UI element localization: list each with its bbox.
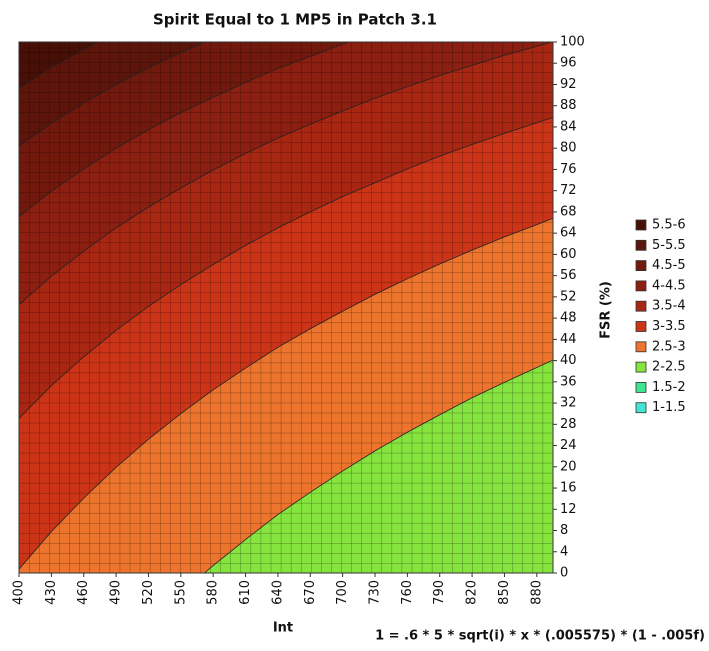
legend-label: 2.5-3 xyxy=(652,339,686,354)
contour-line xyxy=(18,217,554,570)
y-tick-label: 100 xyxy=(560,35,585,50)
x-tick-label: 730 xyxy=(368,580,383,605)
y-tick-label: 76 xyxy=(560,162,577,177)
x-tick-label: 520 xyxy=(141,580,156,605)
y-tick-label: 52 xyxy=(560,289,577,304)
x-tick-label: 790 xyxy=(432,580,447,605)
y-tick-label: 0 xyxy=(560,566,568,581)
y-tick-label: 40 xyxy=(560,353,577,368)
legend-swatch xyxy=(635,361,647,373)
legend-swatch xyxy=(635,321,647,332)
cell-mesh xyxy=(19,42,553,573)
contour-lines xyxy=(18,41,554,574)
y-tick-label: 88 xyxy=(560,98,577,113)
legend-swatch xyxy=(635,300,647,312)
contour-line xyxy=(18,41,553,306)
y-tick-label: 96 xyxy=(560,56,577,71)
y-tick-label: 24 xyxy=(560,438,577,453)
x-tick-label: 700 xyxy=(335,580,350,605)
legend-label: 1-1.5 xyxy=(652,400,686,415)
y-tick-label: 68 xyxy=(560,204,577,219)
y-tick-label: 92 xyxy=(560,77,577,92)
x-tick-label: 760 xyxy=(400,580,415,605)
x-tick-label: 610 xyxy=(238,580,253,605)
x-tick-label: 550 xyxy=(173,580,188,605)
x-tick-label: 490 xyxy=(109,580,124,605)
legend-label: 5-5.5 xyxy=(652,238,686,253)
x-tick-label: 400 xyxy=(12,580,27,605)
footnote: 1 = .6 * 5 * sqrt(i) * x * (.005575) * (… xyxy=(375,629,705,644)
legend-swatch xyxy=(635,280,647,292)
legend-swatch xyxy=(635,402,647,414)
legend: 5.5-6 5-5.5 4.5-5 4-4.5 3.5-4 3-3.5 2.5-3 2-2.5… xyxy=(635,218,686,415)
y-tick-label: 4 xyxy=(560,544,568,559)
contour-line xyxy=(204,359,554,574)
y-tick-label: 80 xyxy=(560,141,577,156)
axes: 0481216202428323640444852566064687276808… xyxy=(12,35,585,605)
legend-label: 4-4.5 xyxy=(652,278,686,293)
y-tick-label: 36 xyxy=(560,374,577,389)
y-tick-label: 28 xyxy=(560,417,577,432)
legend-label: 5.5-6 xyxy=(652,218,686,233)
legend-label: 3.5-4 xyxy=(652,299,686,314)
legend-label: 2-2.5 xyxy=(652,360,686,375)
y-tick-label: 44 xyxy=(560,332,577,347)
y-tick-label: 60 xyxy=(560,247,577,262)
contour-line xyxy=(18,117,554,419)
contour-line xyxy=(18,41,350,218)
legend-label: 4.5-5 xyxy=(652,258,686,273)
y-tick-label: 64 xyxy=(560,226,577,241)
legend-swatch xyxy=(635,239,647,251)
x-tick-label: 580 xyxy=(206,580,221,605)
legend-swatch xyxy=(635,260,647,272)
y-tick-label: 32 xyxy=(560,396,577,411)
x-axis-title: Int xyxy=(273,621,293,636)
y-tick-label: 16 xyxy=(560,481,577,496)
y-tick-label: 84 xyxy=(560,119,577,134)
y-tick-label: 48 xyxy=(560,311,577,326)
x-tick-label: 670 xyxy=(303,580,318,605)
legend-swatch xyxy=(635,341,647,353)
legend-label: 3-3.5 xyxy=(652,319,686,334)
y-axis-title: FSR (%) xyxy=(599,281,614,339)
contour-line xyxy=(18,41,98,89)
legend-swatch xyxy=(635,219,647,231)
plot-border xyxy=(18,41,554,574)
contour-line xyxy=(18,41,205,147)
y-tick-label: 8 xyxy=(560,523,568,538)
y-tick-label: 20 xyxy=(560,459,577,474)
y-tick-label: 72 xyxy=(560,183,577,198)
y-tick-label: 56 xyxy=(560,268,577,283)
x-tick-label: 820 xyxy=(465,580,480,605)
x-tick-label: 640 xyxy=(270,580,285,605)
y-tick-label: 12 xyxy=(560,502,577,517)
legend-label: 1.5-2 xyxy=(652,380,686,395)
x-tick-label: 460 xyxy=(76,580,91,605)
x-tick-label: 430 xyxy=(44,580,59,605)
chart-title: Spirit Equal to 1 MP5 in Patch 3.1 xyxy=(153,11,437,29)
x-tick-label: 880 xyxy=(529,580,544,605)
x-tick-label: 850 xyxy=(497,580,512,605)
legend-swatch xyxy=(635,381,647,393)
